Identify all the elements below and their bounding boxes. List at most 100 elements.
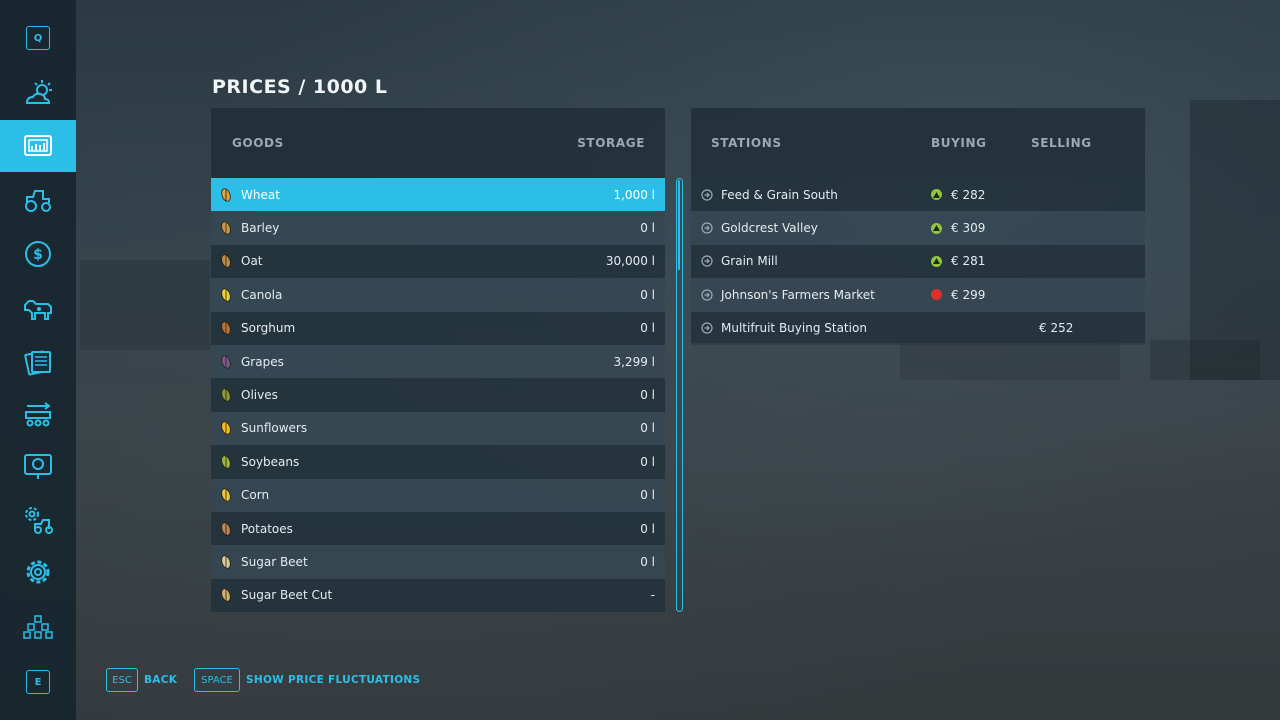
vehicle-settings-icon (25, 507, 53, 534)
goods-row[interactable]: Olives 0 l (211, 378, 665, 412)
crop-icon (211, 187, 241, 203)
stations-panel: STATIONS BUYING SELLING Feed & Grain Sou… (691, 108, 1145, 345)
goods-name: Olives (241, 388, 278, 403)
goods-name: Barley (241, 221, 280, 236)
scroll-thumb[interactable] (678, 180, 680, 270)
selling-price: € 252 (1039, 321, 1074, 336)
buying-price: € 309 (951, 221, 986, 236)
goods-storage: 0 l (640, 521, 655, 536)
station-row[interactable]: Johnson's Farmers Market € 299 (691, 278, 1145, 312)
goods-row[interactable]: Oat 30,000 l (211, 244, 665, 279)
sidebar-item-weather[interactable] (0, 68, 76, 120)
trend-indicator (931, 222, 951, 234)
sidebar-item-production[interactable] (0, 388, 76, 440)
show-price-fluctuations-button[interactable]: SPACE SHOW PRICE FLUCTUATIONS (194, 668, 420, 692)
selling-column-header: SELLING (1031, 136, 1092, 150)
station-name: Goldcrest Valley (721, 221, 818, 236)
goods-name: Corn (241, 488, 270, 503)
goods-name: Sunflowers (241, 421, 308, 436)
goods-scrollbar[interactable] (676, 178, 683, 612)
crop-icon (211, 487, 241, 503)
goods-name: Canola (241, 287, 283, 302)
sidebar-item-prices[interactable] (0, 120, 76, 172)
crop-icon (211, 253, 241, 269)
crop-icon (211, 387, 241, 403)
station-row[interactable]: Goldcrest Valley € 309 (691, 211, 1145, 245)
station-name: Feed & Grain South (721, 187, 838, 202)
station-marker-icon (701, 189, 713, 201)
goods-row[interactable]: Soybeans 0 l (211, 445, 665, 479)
settings-icon (26, 560, 50, 584)
goods-storage: 0 l (640, 321, 655, 336)
svg-text:$: $ (33, 247, 43, 263)
goods-row[interactable]: Potatoes 0 l (211, 511, 665, 546)
goods-row[interactable]: Canola 0 l (211, 278, 665, 312)
crop-icon (211, 420, 241, 436)
goods-row[interactable]: Barley 0 l (211, 211, 665, 245)
sidebar-item-finances[interactable]: $ (0, 228, 76, 280)
goods-storage: - (650, 588, 655, 603)
goods-row[interactable]: Wheat 1,000 l (211, 178, 665, 212)
q-key: Q (26, 26, 50, 50)
goods-name: Sugar Beet Cut (241, 588, 333, 603)
esc-key: ESC (106, 668, 138, 692)
weather-icon (25, 80, 52, 104)
crop-icon (211, 587, 241, 603)
help-icon (24, 454, 52, 479)
price-up-icon (931, 189, 942, 201)
production-icon (25, 402, 51, 427)
crop-icon (211, 220, 241, 236)
goods-row[interactable]: Grapes 3,299 l (211, 344, 665, 379)
station-row[interactable]: Multifruit Buying Station € 252 (691, 311, 1145, 345)
station-row[interactable]: Grain Mill € 281 (691, 244, 1145, 279)
goods-row[interactable]: Corn 0 l (211, 478, 665, 512)
station-marker-icon (701, 255, 713, 268)
crop-icon (211, 554, 241, 570)
sidebar-item-multiplayer[interactable] (0, 600, 76, 652)
goods-storage: 0 l (640, 454, 655, 469)
buying-column-header: BUYING (931, 136, 987, 150)
goods-row[interactable]: Sugar Beet Cut - (211, 578, 665, 613)
page-title: PRICES / 1000 L (212, 76, 388, 98)
goods-list: Wheat 1,000 l Barley 0 l Oat 30,000 l Canola 0 … (211, 178, 665, 613)
sidebar-item-vehicle-settings[interactable] (0, 494, 76, 546)
trend-indicator (931, 255, 951, 267)
space-key: SPACE (194, 668, 240, 692)
goods-row[interactable]: Sorghum 0 l (211, 311, 665, 345)
goods-name: Soybeans (241, 454, 300, 469)
sidebar-item-contracts[interactable] (0, 336, 76, 388)
tractor-icon (25, 190, 51, 212)
goods-name: Wheat (241, 187, 280, 202)
prices-icon (24, 135, 52, 156)
goods-storage: 0 l (640, 388, 655, 403)
stations-header: STATIONS BUYING SELLING (691, 108, 1145, 178)
goods-panel: GOODS STORAGE Wheat 1,000 l Barley 0 l Oat 30… (211, 108, 665, 613)
price-fluctuations-label: SHOW PRICE FLUCTUATIONS (246, 674, 421, 686)
crop-icon (211, 354, 241, 370)
goods-storage: 0 l (640, 221, 655, 236)
e-key: E (26, 670, 50, 694)
price-down-icon (931, 289, 942, 301)
sidebar-item-help[interactable] (0, 440, 76, 492)
buying-price: € 299 (951, 287, 986, 302)
station-row[interactable]: Feed & Grain South € 282 (691, 178, 1145, 212)
sidebar-item-vehicles[interactable] (0, 174, 76, 226)
price-up-icon (931, 222, 942, 234)
price-up-icon (931, 255, 942, 267)
trend-indicator (931, 289, 951, 301)
crop-icon (211, 287, 241, 303)
goods-row[interactable]: Sunflowers 0 l (211, 411, 665, 446)
trend-indicator (931, 189, 951, 201)
goods-name: Grapes (241, 354, 284, 369)
stations-column-header: STATIONS (711, 136, 782, 150)
goods-name: Potatoes (241, 521, 293, 536)
sidebar-item-settings[interactable] (0, 546, 76, 598)
sidebar-item-animals[interactable] (0, 282, 76, 334)
sidebar-next-key[interactable]: E (0, 656, 76, 708)
goods-row[interactable]: Sugar Beet 0 l (211, 545, 665, 579)
sidebar-prev-key[interactable]: Q (0, 12, 76, 64)
back-button[interactable]: ESC BACK (106, 668, 177, 692)
goods-storage: 3,299 l (613, 354, 655, 369)
back-label: BACK (144, 674, 178, 686)
goods-storage: 0 l (640, 421, 655, 436)
